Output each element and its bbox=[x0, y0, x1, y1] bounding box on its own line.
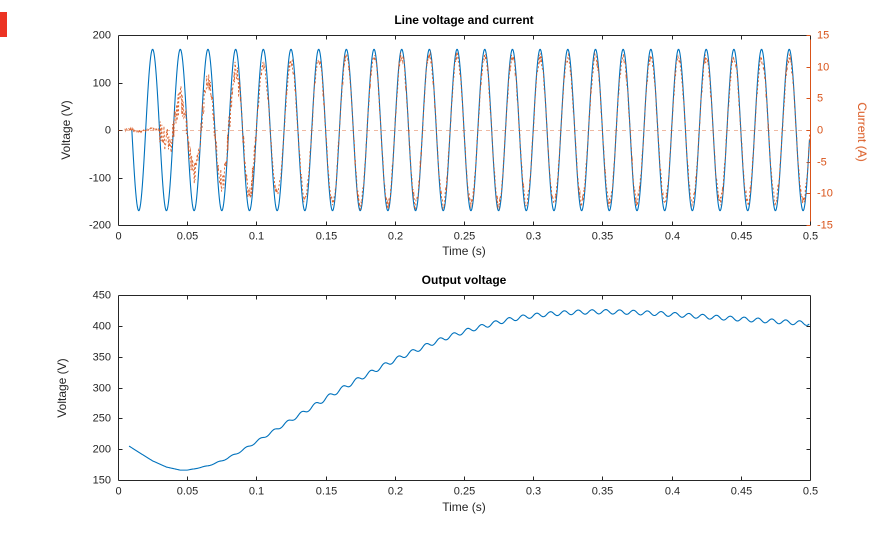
top-chart-xlabel: Time (s) bbox=[442, 244, 486, 258]
top-chart-title: Line voltage and current bbox=[394, 13, 534, 27]
bottom-chart-ylabel-left: Voltage (V) bbox=[55, 358, 69, 418]
bottom-chart-title: Output voltage bbox=[421, 273, 507, 287]
top-chart-ylabel-right: Current (A) bbox=[855, 102, 869, 162]
top-chart-ylabel-left: Voltage (V) bbox=[59, 100, 73, 160]
bottom-chart-xlabel: Time (s) bbox=[442, 500, 486, 514]
